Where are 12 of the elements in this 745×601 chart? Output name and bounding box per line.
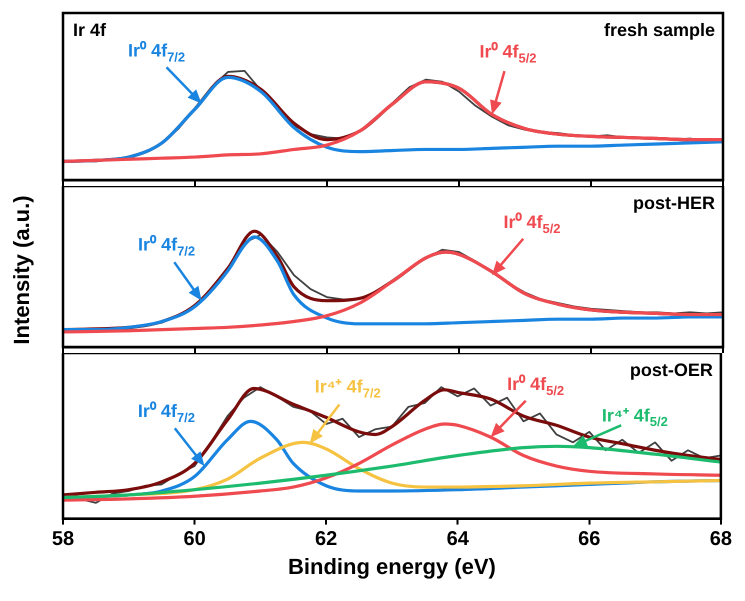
chart-title: post-HER bbox=[633, 192, 716, 213]
x-tick-label: 68 bbox=[710, 528, 732, 550]
x-tick-label: 66 bbox=[578, 528, 600, 550]
y-axis-title: Intensity (a.u.) bbox=[9, 194, 35, 344]
x-tick-label: 60 bbox=[183, 528, 206, 550]
x-tick-label: 62 bbox=[315, 528, 338, 550]
chart-title: post-OER bbox=[630, 360, 713, 380]
text: Ir 4f bbox=[73, 20, 108, 40]
x-tick-label: 64 bbox=[446, 528, 470, 550]
chart-title: fresh sample bbox=[604, 20, 716, 40]
x-axis-title: Binding energy (eV) bbox=[288, 554, 496, 579]
x-tick-label: 58 bbox=[52, 528, 74, 550]
